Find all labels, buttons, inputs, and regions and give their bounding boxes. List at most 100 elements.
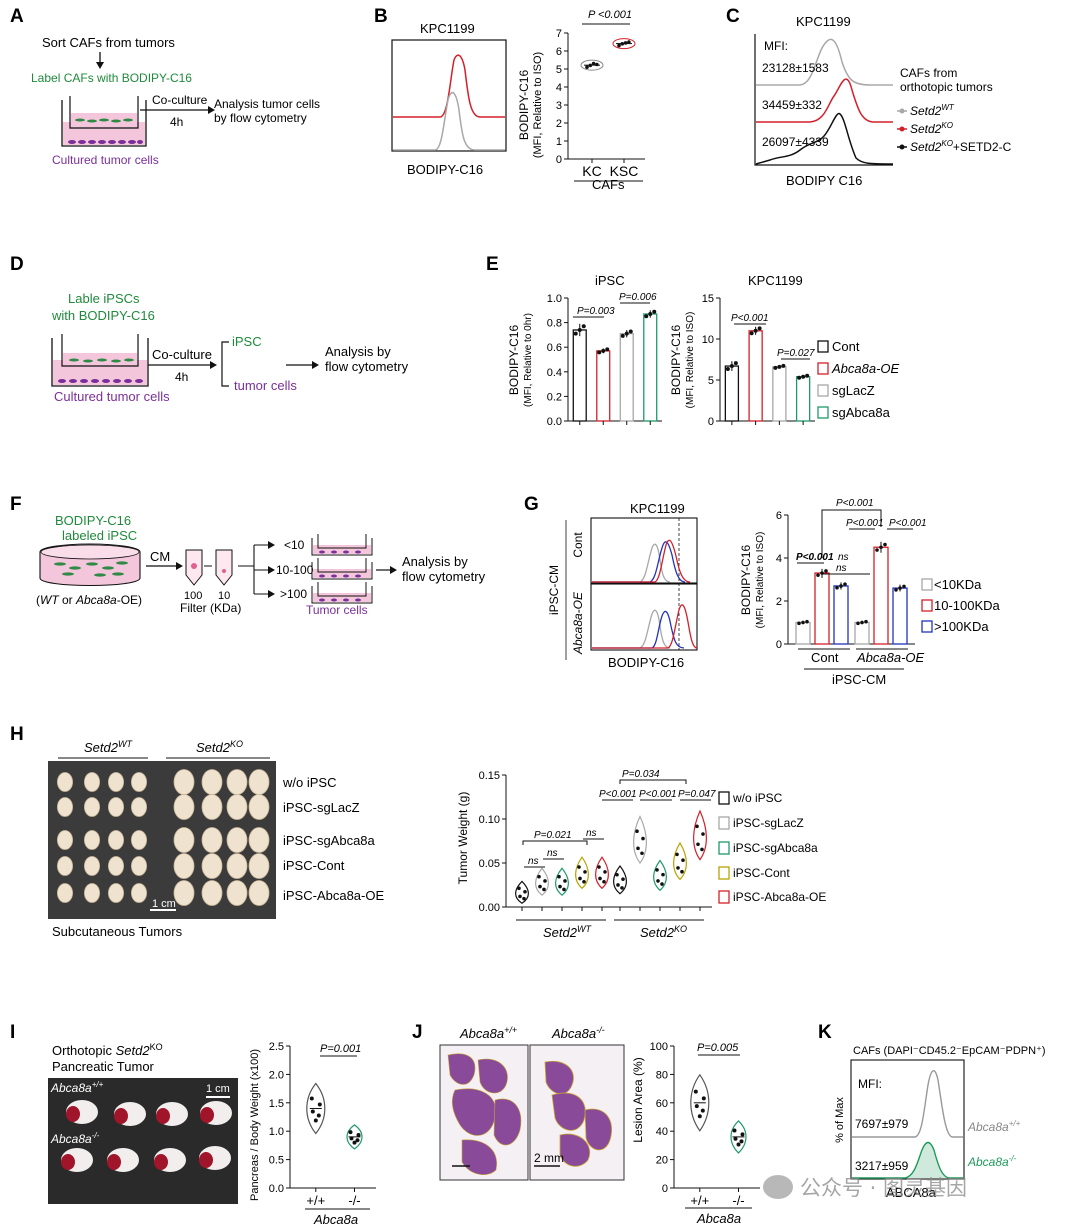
i-geno-ko: Abca8a-/- <box>50 1131 100 1146</box>
b-y-tick-label: 7 <box>556 28 562 40</box>
f-filter-tubes <box>185 549 233 586</box>
panel-label-k: K <box>818 1022 832 1043</box>
e-p-right-1: P<0.001 <box>731 313 769 324</box>
h-ylabel: Tumor Weight (g) <box>456 792 470 885</box>
a-sort-text: Sort CAFs from tumors <box>42 35 175 50</box>
j-plot-y-tick-label: 40 <box>656 1126 668 1138</box>
e-right-point <box>797 375 802 380</box>
e-left-point <box>652 309 657 314</box>
h-y-tick-label: 0.00 <box>479 902 500 914</box>
i-plot-point <box>310 1109 315 1114</box>
b-y-tick-label: 4 <box>556 82 562 94</box>
g-bot-red <box>592 604 698 649</box>
g-point <box>898 586 902 590</box>
c-curve-ko <box>756 78 893 123</box>
h-point <box>562 887 566 892</box>
h-p-top: P=0.034 <box>622 769 660 780</box>
e-left-point <box>644 314 649 319</box>
panel-label-a: A <box>10 6 24 27</box>
h-point <box>616 883 620 887</box>
h-tumor <box>226 880 248 906</box>
g-y-tick-label: 6 <box>776 510 782 522</box>
h-tumor <box>173 880 195 906</box>
h-tumor <box>201 794 223 820</box>
f-dish-diagram <box>39 543 141 586</box>
h-scale: 1 cm <box>152 898 176 910</box>
i-plot-y-tick-label: 2.0 <box>269 1069 284 1081</box>
a-transwell-diagram <box>61 96 147 147</box>
h-point <box>660 882 664 886</box>
i-plot-violin <box>346 1124 363 1150</box>
h-tumor <box>201 827 223 853</box>
h-point <box>523 889 527 894</box>
b-hist-xlabel: BODIPY-C16 <box>407 162 483 177</box>
g-xgroup-oe: Abca8a-OE <box>856 650 925 665</box>
e-right-point <box>781 363 786 368</box>
h-tumor <box>248 769 270 795</box>
h-tumor <box>130 830 147 850</box>
h-ns-3: ns <box>586 828 597 839</box>
d-ipsc: iPSC <box>232 334 262 349</box>
i-plot-violin <box>306 1082 326 1135</box>
h-legend-2: iPSC-sgLacZ <box>733 816 804 830</box>
h-point <box>656 879 660 883</box>
h-point <box>676 866 680 870</box>
h-tumor <box>57 883 74 903</box>
c-legend-wt: Setd2WT <box>910 103 955 118</box>
h-tumor <box>226 769 248 795</box>
f-fraction-1: <10 <box>284 538 305 552</box>
e-right-y-tick-label: 0 <box>708 416 714 428</box>
c-mfi-3: 26097±4339 <box>762 135 829 149</box>
g-bar <box>795 621 811 645</box>
e-left-y-tick-label: 0.8 <box>547 318 562 330</box>
h-header-wt: Setd2WT <box>84 739 133 755</box>
panel-j: J Abca8a+/+ Abca8a-/- 2 mm Lesion Area (… <box>412 1022 760 1226</box>
j-scale: 2 mm <box>534 1151 564 1165</box>
h-violin <box>653 859 667 892</box>
g-xgroup-title: iPSC-CM <box>832 672 886 687</box>
d-cultured: Cultured tumor cells <box>54 389 170 404</box>
b-point <box>627 40 631 44</box>
d-analysis-2: flow cytometry <box>325 359 409 374</box>
b-y-tick-label: 2 <box>556 118 562 130</box>
h-point <box>695 824 699 829</box>
h-ns-1: ns <box>528 856 539 867</box>
i-xtitle: Abca8a <box>313 1212 358 1227</box>
g-legend: <10KDa 10-100KDa >100KDa <box>921 577 1001 634</box>
h-tumor <box>201 853 223 879</box>
g-top-red <box>592 539 691 583</box>
i-pvalue: P=0.001 <box>320 1043 361 1055</box>
panel-k: K CAFs (DAPI⁻CD45.2⁻EpCAM⁻PDPN⁺) % of Ma… <box>818 1022 1046 1200</box>
a-time-text: 4h <box>170 115 183 129</box>
h-violin <box>673 841 687 881</box>
h-point <box>583 870 587 874</box>
g-bot-blue <box>592 610 685 649</box>
b-point <box>591 61 596 66</box>
h-point <box>641 836 645 841</box>
e-right-bar <box>724 365 740 422</box>
h-tumor <box>248 853 270 879</box>
i-plot-point <box>356 1132 361 1137</box>
g-xgroup-cont: Cont <box>811 650 839 665</box>
b-y-tick-label: 0 <box>556 154 562 166</box>
d-tumor: tumor cells <box>234 378 297 393</box>
i-plot-point <box>313 1118 318 1123</box>
h-point <box>563 879 567 883</box>
h-tumor <box>108 883 125 903</box>
h-point <box>696 842 700 847</box>
g-bar <box>854 621 870 645</box>
h-legend: w/o iPSC iPSC-sgLacZ iPSC-sgAbca8a iPSC-… <box>718 791 826 904</box>
g-hist-frame-top <box>590 517 698 584</box>
g-point <box>824 569 828 573</box>
g-legend-10-100: 10-100KDa <box>934 598 1001 613</box>
h-point <box>543 879 547 883</box>
b-y-tick-label: 1 <box>556 136 562 148</box>
h-tumor <box>108 772 125 792</box>
h-tumor <box>248 827 270 853</box>
j-plot-point <box>693 1089 698 1094</box>
b-hist-red-curve <box>393 54 505 118</box>
h-group-ko: Setd2KO <box>640 924 687 940</box>
i-organ-spleen <box>200 1107 214 1123</box>
h-tumor <box>108 830 125 850</box>
i-plot-point <box>309 1096 314 1101</box>
